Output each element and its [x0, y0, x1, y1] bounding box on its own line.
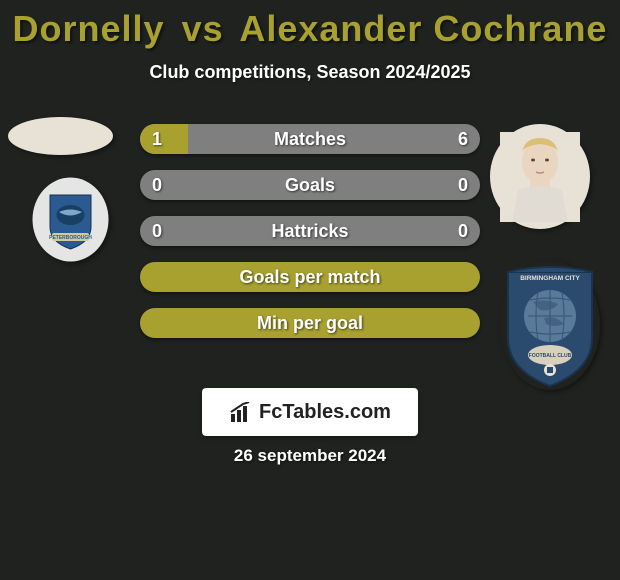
stat-label: Goals per match	[239, 267, 380, 288]
stat-label: Matches	[274, 129, 346, 150]
stat-row-hattricks: 0 Hattricks 0	[140, 216, 480, 246]
chart-icon	[229, 402, 253, 422]
player1-avatar	[8, 117, 113, 155]
stat-right-value: 0	[458, 221, 468, 242]
player1-club-crest: PETERBOROUGH	[32, 177, 109, 262]
vs-text: vs	[182, 8, 224, 49]
stat-fill-left	[140, 124, 188, 154]
branding-text: FcTables.com	[259, 401, 391, 424]
comparison-title: Dornelly vs Alexander Cochrane	[0, 0, 620, 50]
player2-avatar	[490, 124, 590, 229]
stat-left-value: 0	[152, 221, 162, 242]
svg-text:FOOTBALL CLUB: FOOTBALL CLUB	[529, 353, 572, 359]
player2-name: Alexander Cochrane	[239, 8, 607, 49]
stat-label: Goals	[285, 175, 335, 196]
stat-label: Hattricks	[271, 221, 348, 242]
subtitle: Club competitions, Season 2024/2025	[0, 62, 620, 83]
stat-right-value: 0	[458, 175, 468, 196]
svg-text:BIRMINGHAM CITY: BIRMINGHAM CITY	[520, 275, 580, 282]
player2-club-crest: BIRMINGHAM CITY FOOTBALL CLUB	[500, 260, 600, 390]
stat-row-mpg: Min per goal	[140, 308, 480, 338]
stat-row-matches: 1 Matches 6	[140, 124, 480, 154]
svg-text:PETERBOROUGH: PETERBOROUGH	[49, 235, 92, 241]
stat-right-value: 6	[458, 129, 468, 150]
player1-name: Dornelly	[13, 8, 165, 49]
stat-row-gpm: Goals per match	[140, 262, 480, 292]
date-text: 26 september 2024	[0, 446, 620, 466]
stats-container: 1 Matches 6 0 Goals 0 0 Hattricks 0 Goal…	[140, 124, 480, 354]
stat-left-value: 0	[152, 175, 162, 196]
stat-left-value: 1	[152, 129, 162, 150]
stat-row-goals: 0 Goals 0	[140, 170, 480, 200]
branding-badge: FcTables.com	[202, 388, 418, 436]
stat-label: Min per goal	[257, 313, 363, 334]
